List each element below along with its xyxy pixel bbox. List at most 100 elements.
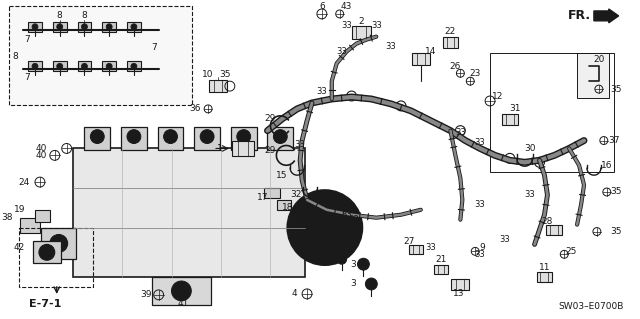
Circle shape — [81, 24, 88, 30]
Text: 38: 38 — [2, 213, 13, 222]
Bar — [41, 227, 76, 259]
Text: 33: 33 — [386, 42, 397, 51]
Bar — [577, 54, 609, 98]
Text: 25: 25 — [566, 247, 577, 256]
Bar — [127, 61, 141, 71]
Circle shape — [81, 63, 88, 69]
Circle shape — [172, 281, 191, 301]
Bar — [157, 127, 184, 151]
Bar — [231, 127, 257, 151]
Bar — [268, 127, 293, 151]
Text: 33: 33 — [317, 86, 327, 96]
Circle shape — [90, 130, 104, 144]
Text: 5: 5 — [326, 255, 332, 264]
Text: 33: 33 — [475, 138, 486, 147]
Bar — [102, 22, 116, 32]
Bar — [121, 127, 147, 151]
Text: 29: 29 — [265, 114, 276, 123]
Bar — [502, 114, 518, 125]
Circle shape — [32, 24, 38, 30]
Text: 15: 15 — [276, 171, 287, 180]
Text: 33: 33 — [475, 200, 486, 209]
Bar — [52, 22, 67, 32]
Bar — [412, 54, 429, 65]
Bar — [20, 218, 40, 233]
Text: 7: 7 — [24, 73, 30, 82]
Text: 36: 36 — [189, 104, 201, 113]
Text: 33: 33 — [295, 140, 305, 149]
Text: 33: 33 — [499, 235, 510, 244]
Text: 31: 31 — [509, 104, 520, 113]
Circle shape — [164, 130, 177, 144]
Text: 33: 33 — [341, 210, 352, 219]
Circle shape — [358, 258, 369, 270]
Text: 35: 35 — [219, 70, 230, 79]
Bar — [232, 141, 253, 156]
FancyArrow shape — [594, 9, 619, 23]
Text: 40: 40 — [35, 144, 47, 153]
Text: 20: 20 — [593, 55, 605, 64]
Text: 35: 35 — [611, 85, 622, 93]
Bar — [35, 210, 50, 222]
Bar — [77, 61, 92, 71]
Text: 13: 13 — [452, 289, 464, 298]
Text: 28: 28 — [541, 217, 553, 226]
Text: 29: 29 — [265, 146, 276, 155]
Text: 8: 8 — [57, 11, 63, 20]
Bar — [52, 61, 67, 71]
Text: 26: 26 — [450, 62, 461, 71]
Text: 11: 11 — [539, 263, 550, 272]
Text: 12: 12 — [492, 92, 504, 100]
Text: 8: 8 — [81, 11, 87, 20]
Text: 8: 8 — [12, 52, 18, 61]
Text: 22: 22 — [445, 27, 456, 36]
Bar — [547, 225, 563, 234]
Circle shape — [57, 24, 63, 30]
Bar — [536, 272, 552, 282]
Bar — [77, 22, 92, 32]
Text: 24: 24 — [19, 178, 30, 187]
Text: 6: 6 — [319, 3, 324, 11]
Circle shape — [365, 278, 377, 290]
Text: 39: 39 — [140, 290, 152, 299]
Bar — [195, 127, 220, 151]
Text: FR.: FR. — [568, 9, 591, 22]
Circle shape — [106, 63, 112, 69]
Text: 14: 14 — [425, 47, 436, 56]
Circle shape — [337, 254, 347, 264]
Circle shape — [287, 190, 362, 265]
Bar — [102, 61, 116, 71]
Text: 43: 43 — [341, 3, 352, 11]
Circle shape — [237, 130, 251, 144]
Bar — [33, 241, 61, 263]
Bar — [152, 277, 211, 305]
Bar — [209, 80, 227, 92]
Bar — [490, 54, 614, 172]
Text: 2: 2 — [358, 17, 364, 26]
Text: 18: 18 — [282, 203, 293, 212]
Text: 33: 33 — [455, 128, 466, 137]
Text: 41: 41 — [178, 299, 189, 308]
Bar — [351, 26, 371, 39]
Text: 33: 33 — [336, 47, 347, 56]
Circle shape — [131, 63, 137, 69]
Text: 19: 19 — [13, 205, 25, 214]
Text: 21: 21 — [435, 255, 446, 264]
Circle shape — [106, 24, 112, 30]
Text: 7: 7 — [151, 43, 157, 52]
Bar — [84, 127, 110, 151]
Bar — [451, 279, 469, 290]
Text: 3: 3 — [351, 260, 356, 269]
Circle shape — [127, 130, 141, 144]
Circle shape — [50, 234, 68, 252]
Circle shape — [57, 63, 63, 69]
Text: 4: 4 — [291, 289, 297, 298]
Bar — [442, 37, 458, 48]
Bar — [19, 227, 93, 287]
Text: 16: 16 — [601, 161, 612, 170]
Text: 27: 27 — [403, 237, 415, 246]
Circle shape — [273, 130, 287, 144]
Circle shape — [32, 63, 38, 69]
Text: 1: 1 — [217, 144, 223, 153]
Circle shape — [200, 130, 214, 144]
